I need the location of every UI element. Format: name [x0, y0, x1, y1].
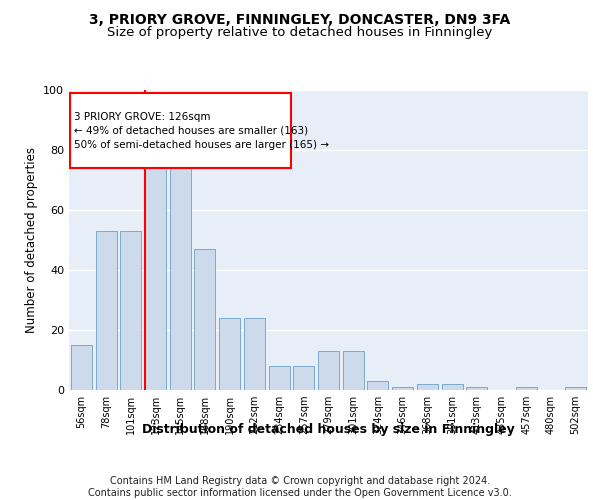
Bar: [170, 135, 191, 390]
Text: Size of property relative to detached houses in Finningley: Size of property relative to detached ho…: [107, 26, 493, 39]
Bar: [70, 93, 292, 168]
Bar: [442, 384, 463, 390]
Bar: [293, 366, 314, 390]
Bar: [466, 387, 487, 390]
Bar: [417, 384, 438, 390]
Text: Distribution of detached houses by size in Finningley: Distribution of detached houses by size …: [142, 422, 515, 436]
Bar: [244, 318, 265, 390]
Y-axis label: Number of detached properties: Number of detached properties: [25, 147, 38, 333]
Bar: [194, 249, 215, 390]
Bar: [516, 387, 537, 390]
Bar: [318, 351, 339, 390]
Text: Contains HM Land Registry data © Crown copyright and database right 2024.
Contai: Contains HM Land Registry data © Crown c…: [88, 476, 512, 498]
Text: 3 PRIORY GROVE: 126sqm
← 49% of detached houses are smaller (163)
50% of semi-de: 3 PRIORY GROVE: 126sqm ← 49% of detached…: [74, 112, 329, 150]
Bar: [71, 345, 92, 390]
Text: 3, PRIORY GROVE, FINNINGLEY, DONCASTER, DN9 3FA: 3, PRIORY GROVE, FINNINGLEY, DONCASTER, …: [89, 12, 511, 26]
Bar: [145, 138, 166, 390]
Bar: [392, 387, 413, 390]
Bar: [565, 387, 586, 390]
Bar: [343, 351, 364, 390]
Bar: [269, 366, 290, 390]
Bar: [95, 231, 116, 390]
Bar: [120, 231, 141, 390]
Bar: [219, 318, 240, 390]
Bar: [367, 381, 388, 390]
